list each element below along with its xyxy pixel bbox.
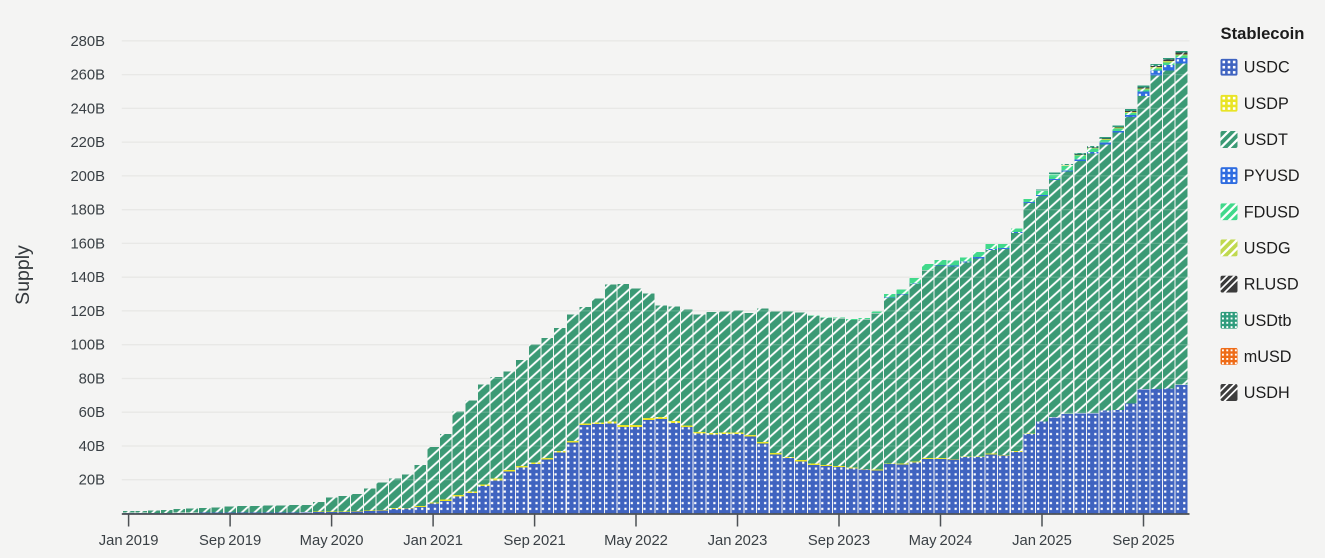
svg-text:220B: 220B bbox=[70, 135, 105, 151]
svg-text:20B: 20B bbox=[79, 473, 105, 489]
svg-text:Sep 2019: Sep 2019 bbox=[199, 533, 261, 549]
svg-text:Sep 2025: Sep 2025 bbox=[1112, 533, 1174, 549]
svg-text:USDG: USDG bbox=[1244, 239, 1291, 257]
svg-text:USDT: USDT bbox=[1244, 131, 1288, 149]
svg-text:200B: 200B bbox=[70, 169, 105, 185]
svg-text:May 2022: May 2022 bbox=[604, 533, 668, 549]
svg-text:mUSD: mUSD bbox=[1244, 348, 1292, 366]
svg-text:240B: 240B bbox=[70, 101, 105, 117]
svg-text:Jan 2021: Jan 2021 bbox=[403, 533, 463, 549]
svg-text:Supply: Supply bbox=[12, 245, 34, 305]
svg-text:RLUSD: RLUSD bbox=[1244, 276, 1299, 294]
svg-text:USDP: USDP bbox=[1244, 95, 1289, 113]
svg-text:100B: 100B bbox=[70, 338, 105, 354]
svg-text:140B: 140B bbox=[70, 270, 105, 286]
svg-text:120B: 120B bbox=[70, 304, 105, 320]
svg-text:Jan 2023: Jan 2023 bbox=[708, 533, 768, 549]
svg-text:160B: 160B bbox=[70, 236, 105, 252]
svg-text:280B: 280B bbox=[70, 34, 105, 50]
svg-text:USDtb: USDtb bbox=[1244, 312, 1292, 330]
svg-text:Jan 2025: Jan 2025 bbox=[1012, 533, 1072, 549]
svg-text:180B: 180B bbox=[70, 203, 105, 219]
svg-text:FDUSD: FDUSD bbox=[1244, 203, 1300, 221]
svg-text:Stablecoin: Stablecoin bbox=[1221, 24, 1305, 43]
svg-text:80B: 80B bbox=[79, 372, 105, 388]
svg-text:USDH: USDH bbox=[1244, 384, 1290, 402]
svg-text:60B: 60B bbox=[79, 405, 105, 421]
svg-text:260B: 260B bbox=[70, 68, 105, 84]
svg-text:May 2020: May 2020 bbox=[300, 533, 364, 549]
svg-text:40B: 40B bbox=[79, 439, 105, 455]
svg-text:Jan 2019: Jan 2019 bbox=[99, 533, 159, 549]
svg-text:PYUSD: PYUSD bbox=[1244, 167, 1300, 185]
svg-text:Sep 2021: Sep 2021 bbox=[503, 533, 565, 549]
svg-text:May 2024: May 2024 bbox=[909, 533, 973, 549]
svg-text:Sep 2023: Sep 2023 bbox=[808, 533, 870, 549]
svg-text:USDC: USDC bbox=[1244, 59, 1290, 77]
